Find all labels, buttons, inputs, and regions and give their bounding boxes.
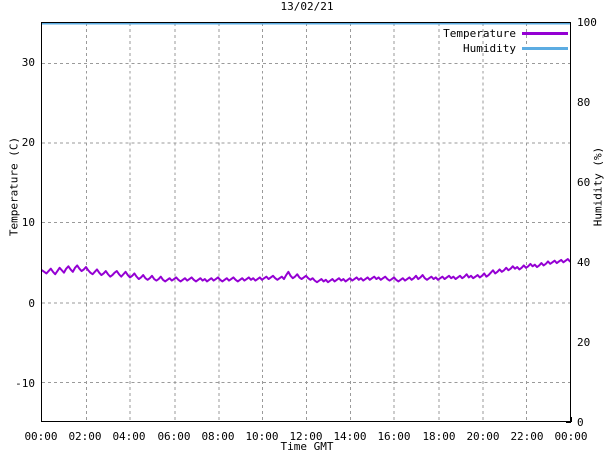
y-tick-label-right-2: 40 <box>577 256 591 269</box>
legend-color-swatch <box>522 47 568 50</box>
x-tick-label-1: 02:00 <box>68 430 102 443</box>
x-tick-label-3: 06:00 <box>157 430 191 443</box>
y-tick-label-left-1: 0 <box>28 297 35 310</box>
x-axis-title: Time GMT <box>280 440 334 453</box>
y-tick-label-left-2: 10 <box>21 216 35 229</box>
chart-legend: Temperature Humidity <box>408 26 568 56</box>
chart-title: 13/02/21 <box>280 0 334 13</box>
legend-item-temperature[interactable]: Temperature <box>408 26 568 41</box>
y-tick-label-right-3: 60 <box>577 176 591 189</box>
y-tick-label-right-4: 80 <box>577 96 591 109</box>
x-tick-label-12: 00:00 <box>554 430 588 443</box>
x-tick-label-4: 08:00 <box>201 430 235 443</box>
x-tick-label-6: 12:00 <box>289 430 323 443</box>
y-axis-left-title: Temperature (C) <box>7 136 21 237</box>
legend-label: Temperature <box>443 27 516 40</box>
y-tick-label-right-0: 0 <box>577 416 584 429</box>
y-tick-label-left-3: 20 <box>21 136 35 149</box>
x-tick-label-7: 14:00 <box>333 430 367 443</box>
y-tick-label-right-5: 100 <box>577 16 597 29</box>
y-tick-label-left-0: -10 <box>15 377 35 390</box>
legend-color-swatch <box>522 32 568 35</box>
legend-label: Humidity <box>463 42 516 55</box>
data-series-layer <box>42 23 570 284</box>
x-tick-label-11: 22:00 <box>510 430 544 443</box>
y-tick-mark-right <box>566 422 571 423</box>
plot-area <box>41 22 571 422</box>
x-tick-label-5: 10:00 <box>245 430 279 443</box>
y-tick-label-left-4: 30 <box>21 56 35 69</box>
x-tick-mark <box>571 417 572 422</box>
x-tick-label-2: 04:00 <box>112 430 146 443</box>
legend-item-humidity[interactable]: Humidity <box>408 41 568 56</box>
x-tick-label-10: 20:00 <box>466 430 500 443</box>
gridlines <box>42 23 570 421</box>
y-tick-label-right-1: 20 <box>577 336 591 349</box>
x-tick-label-9: 18:00 <box>422 430 456 443</box>
x-tick-label-0: 00:00 <box>24 430 58 443</box>
x-tick-label-8: 16:00 <box>377 430 411 443</box>
series-line-temperature <box>42 258 570 284</box>
